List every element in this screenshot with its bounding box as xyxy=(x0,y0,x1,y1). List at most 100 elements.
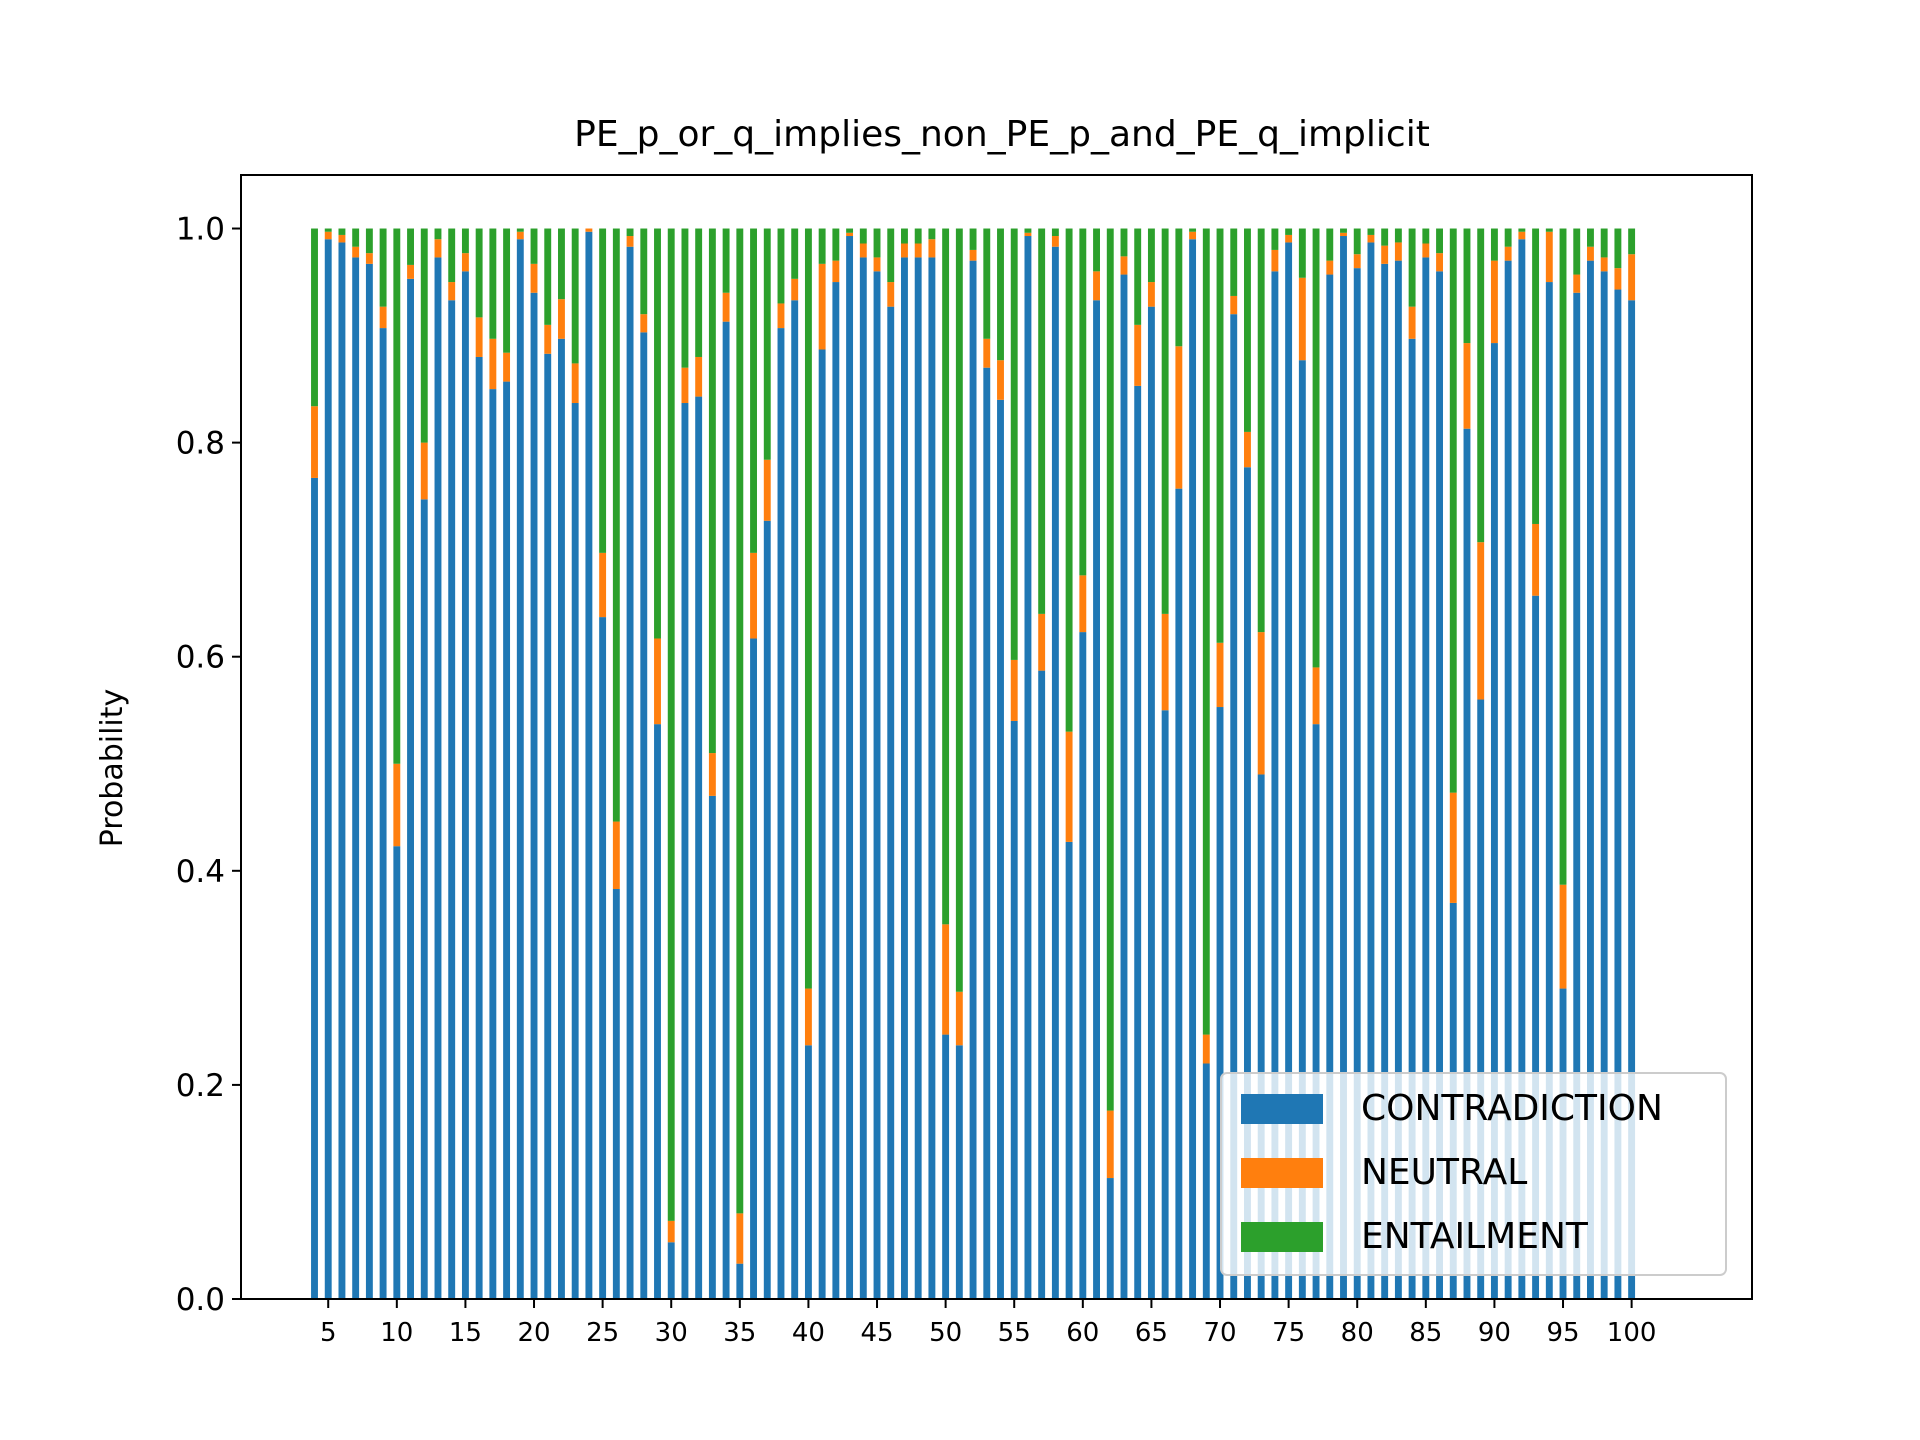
bar-contradiction-36 xyxy=(750,638,757,1299)
bar-entailment-86 xyxy=(1436,228,1443,254)
bar-entailment-83 xyxy=(1394,228,1402,243)
legend-swatch-entailment xyxy=(1241,1222,1323,1252)
bar-entailment-27 xyxy=(626,228,634,237)
legend: CONTRADICTION NEUTRAL ENTAILMENT xyxy=(1220,1072,1727,1276)
bar-neutral-39 xyxy=(791,278,799,301)
bar-entailment-69 xyxy=(1202,228,1210,1035)
bar-entailment-15 xyxy=(461,228,469,254)
y-tick-label: 0.6 xyxy=(176,640,225,676)
bar-contradiction-82 xyxy=(1381,263,1389,1300)
bar-neutral-4 xyxy=(311,406,318,478)
bar-entailment-74 xyxy=(1271,228,1279,250)
bar-neutral-47 xyxy=(901,243,908,258)
bar-contradiction-22 xyxy=(558,338,565,1299)
bar-entailment-67 xyxy=(1175,228,1183,347)
bar-neutral-5 xyxy=(324,231,332,240)
bar-contradiction-27 xyxy=(626,246,634,1300)
x-tick-label: 40 xyxy=(792,1318,825,1348)
bar-neutral-56 xyxy=(1024,232,1032,237)
bar-contradiction-50 xyxy=(942,1034,950,1299)
x-tick-label: 15 xyxy=(449,1318,482,1348)
bar-neutral-99 xyxy=(1614,268,1622,290)
bar-neutral-32 xyxy=(695,356,703,397)
bar-contradiction-52 xyxy=(969,260,977,1299)
bar-contradiction-39 xyxy=(791,300,799,1299)
bar-neutral-8 xyxy=(365,253,373,264)
bar-neutral-78 xyxy=(1326,260,1334,275)
bar-contradiction-19 xyxy=(516,239,524,1300)
bar-entailment-50 xyxy=(942,228,950,925)
bar-neutral-80 xyxy=(1353,254,1361,269)
bar-entailment-32 xyxy=(695,228,703,357)
bar-contradiction-4 xyxy=(311,477,318,1299)
bar-entailment-43 xyxy=(846,228,854,233)
bar-contradiction-42 xyxy=(832,282,840,1299)
bar-neutral-67 xyxy=(1175,346,1183,489)
bar-contradiction-14 xyxy=(448,300,456,1299)
bar-neutral-89 xyxy=(1477,542,1485,700)
bar-contradiction-9 xyxy=(379,328,387,1300)
bar-neutral-84 xyxy=(1408,306,1416,339)
x-tick-label: 20 xyxy=(517,1318,550,1348)
bar-contradiction-53 xyxy=(983,367,991,1299)
bar-neutral-35 xyxy=(736,1213,744,1264)
bar-contradiction-38 xyxy=(777,328,785,1300)
x-tick-label: 25 xyxy=(586,1318,619,1348)
bar-neutral-6 xyxy=(338,234,346,243)
bar-contradiction-12 xyxy=(420,499,428,1300)
bar-entailment-49 xyxy=(928,228,936,240)
bar-entailment-94 xyxy=(1545,228,1553,232)
bar-entailment-41 xyxy=(818,228,826,264)
x-tick-label: 80 xyxy=(1341,1318,1374,1348)
bar-entailment-68 xyxy=(1189,228,1197,232)
bar-neutral-42 xyxy=(832,260,840,283)
legend-swatch-contradiction xyxy=(1241,1094,1323,1124)
bar-neutral-97 xyxy=(1587,246,1594,261)
bar-contradiction-63 xyxy=(1120,274,1128,1299)
bar-contradiction-13 xyxy=(434,257,442,1300)
bar-entailment-95 xyxy=(1559,228,1567,885)
bar-contradiction-49 xyxy=(928,257,936,1300)
bar-contradiction-35 xyxy=(736,1263,744,1299)
bar-neutral-10 xyxy=(393,763,401,847)
bar-entailment-77 xyxy=(1312,228,1320,668)
bar-entailment-90 xyxy=(1490,228,1498,261)
bar-neutral-53 xyxy=(983,338,991,368)
bar-neutral-60 xyxy=(1079,575,1087,633)
bar-entailment-30 xyxy=(667,228,675,1221)
bar-entailment-71 xyxy=(1230,228,1238,296)
bar-contradiction-48 xyxy=(914,257,922,1300)
bar-contradiction-56 xyxy=(1024,236,1032,1299)
bar-contradiction-47 xyxy=(901,257,908,1300)
x-tick-label: 60 xyxy=(1066,1318,1099,1348)
bar-contradiction-45 xyxy=(873,271,881,1300)
bar-entailment-28 xyxy=(640,228,648,315)
bar-neutral-40 xyxy=(804,988,812,1046)
bar-neutral-91 xyxy=(1504,246,1512,261)
bar-neutral-15 xyxy=(461,253,469,272)
bar-contradiction-77 xyxy=(1312,724,1320,1299)
bar-neutral-22 xyxy=(558,299,565,339)
bar-neutral-96 xyxy=(1573,274,1581,293)
bar-contradiction-76 xyxy=(1298,360,1306,1299)
bar-entailment-21 xyxy=(544,228,552,325)
bar-entailment-82 xyxy=(1381,228,1389,246)
bar-contradiction-97 xyxy=(1587,260,1594,1299)
bar-neutral-76 xyxy=(1298,277,1306,361)
bar-contradiction-65 xyxy=(1147,306,1155,1299)
bar-entailment-39 xyxy=(791,228,799,279)
bar-neutral-63 xyxy=(1120,256,1128,275)
bar-neutral-71 xyxy=(1230,295,1238,315)
x-tick-label: 10 xyxy=(380,1318,413,1348)
bar-entailment-89 xyxy=(1477,228,1485,543)
bar-contradiction-93 xyxy=(1532,595,1540,1299)
bar-entailment-12 xyxy=(420,228,428,443)
bar-neutral-11 xyxy=(407,264,414,279)
legend-swatch-neutral xyxy=(1241,1158,1323,1188)
y-tick-label: 0.2 xyxy=(176,1068,225,1104)
bar-neutral-36 xyxy=(750,552,757,639)
bar-neutral-24 xyxy=(585,228,593,232)
bar-neutral-90 xyxy=(1490,260,1498,344)
bar-neutral-61 xyxy=(1093,271,1100,301)
